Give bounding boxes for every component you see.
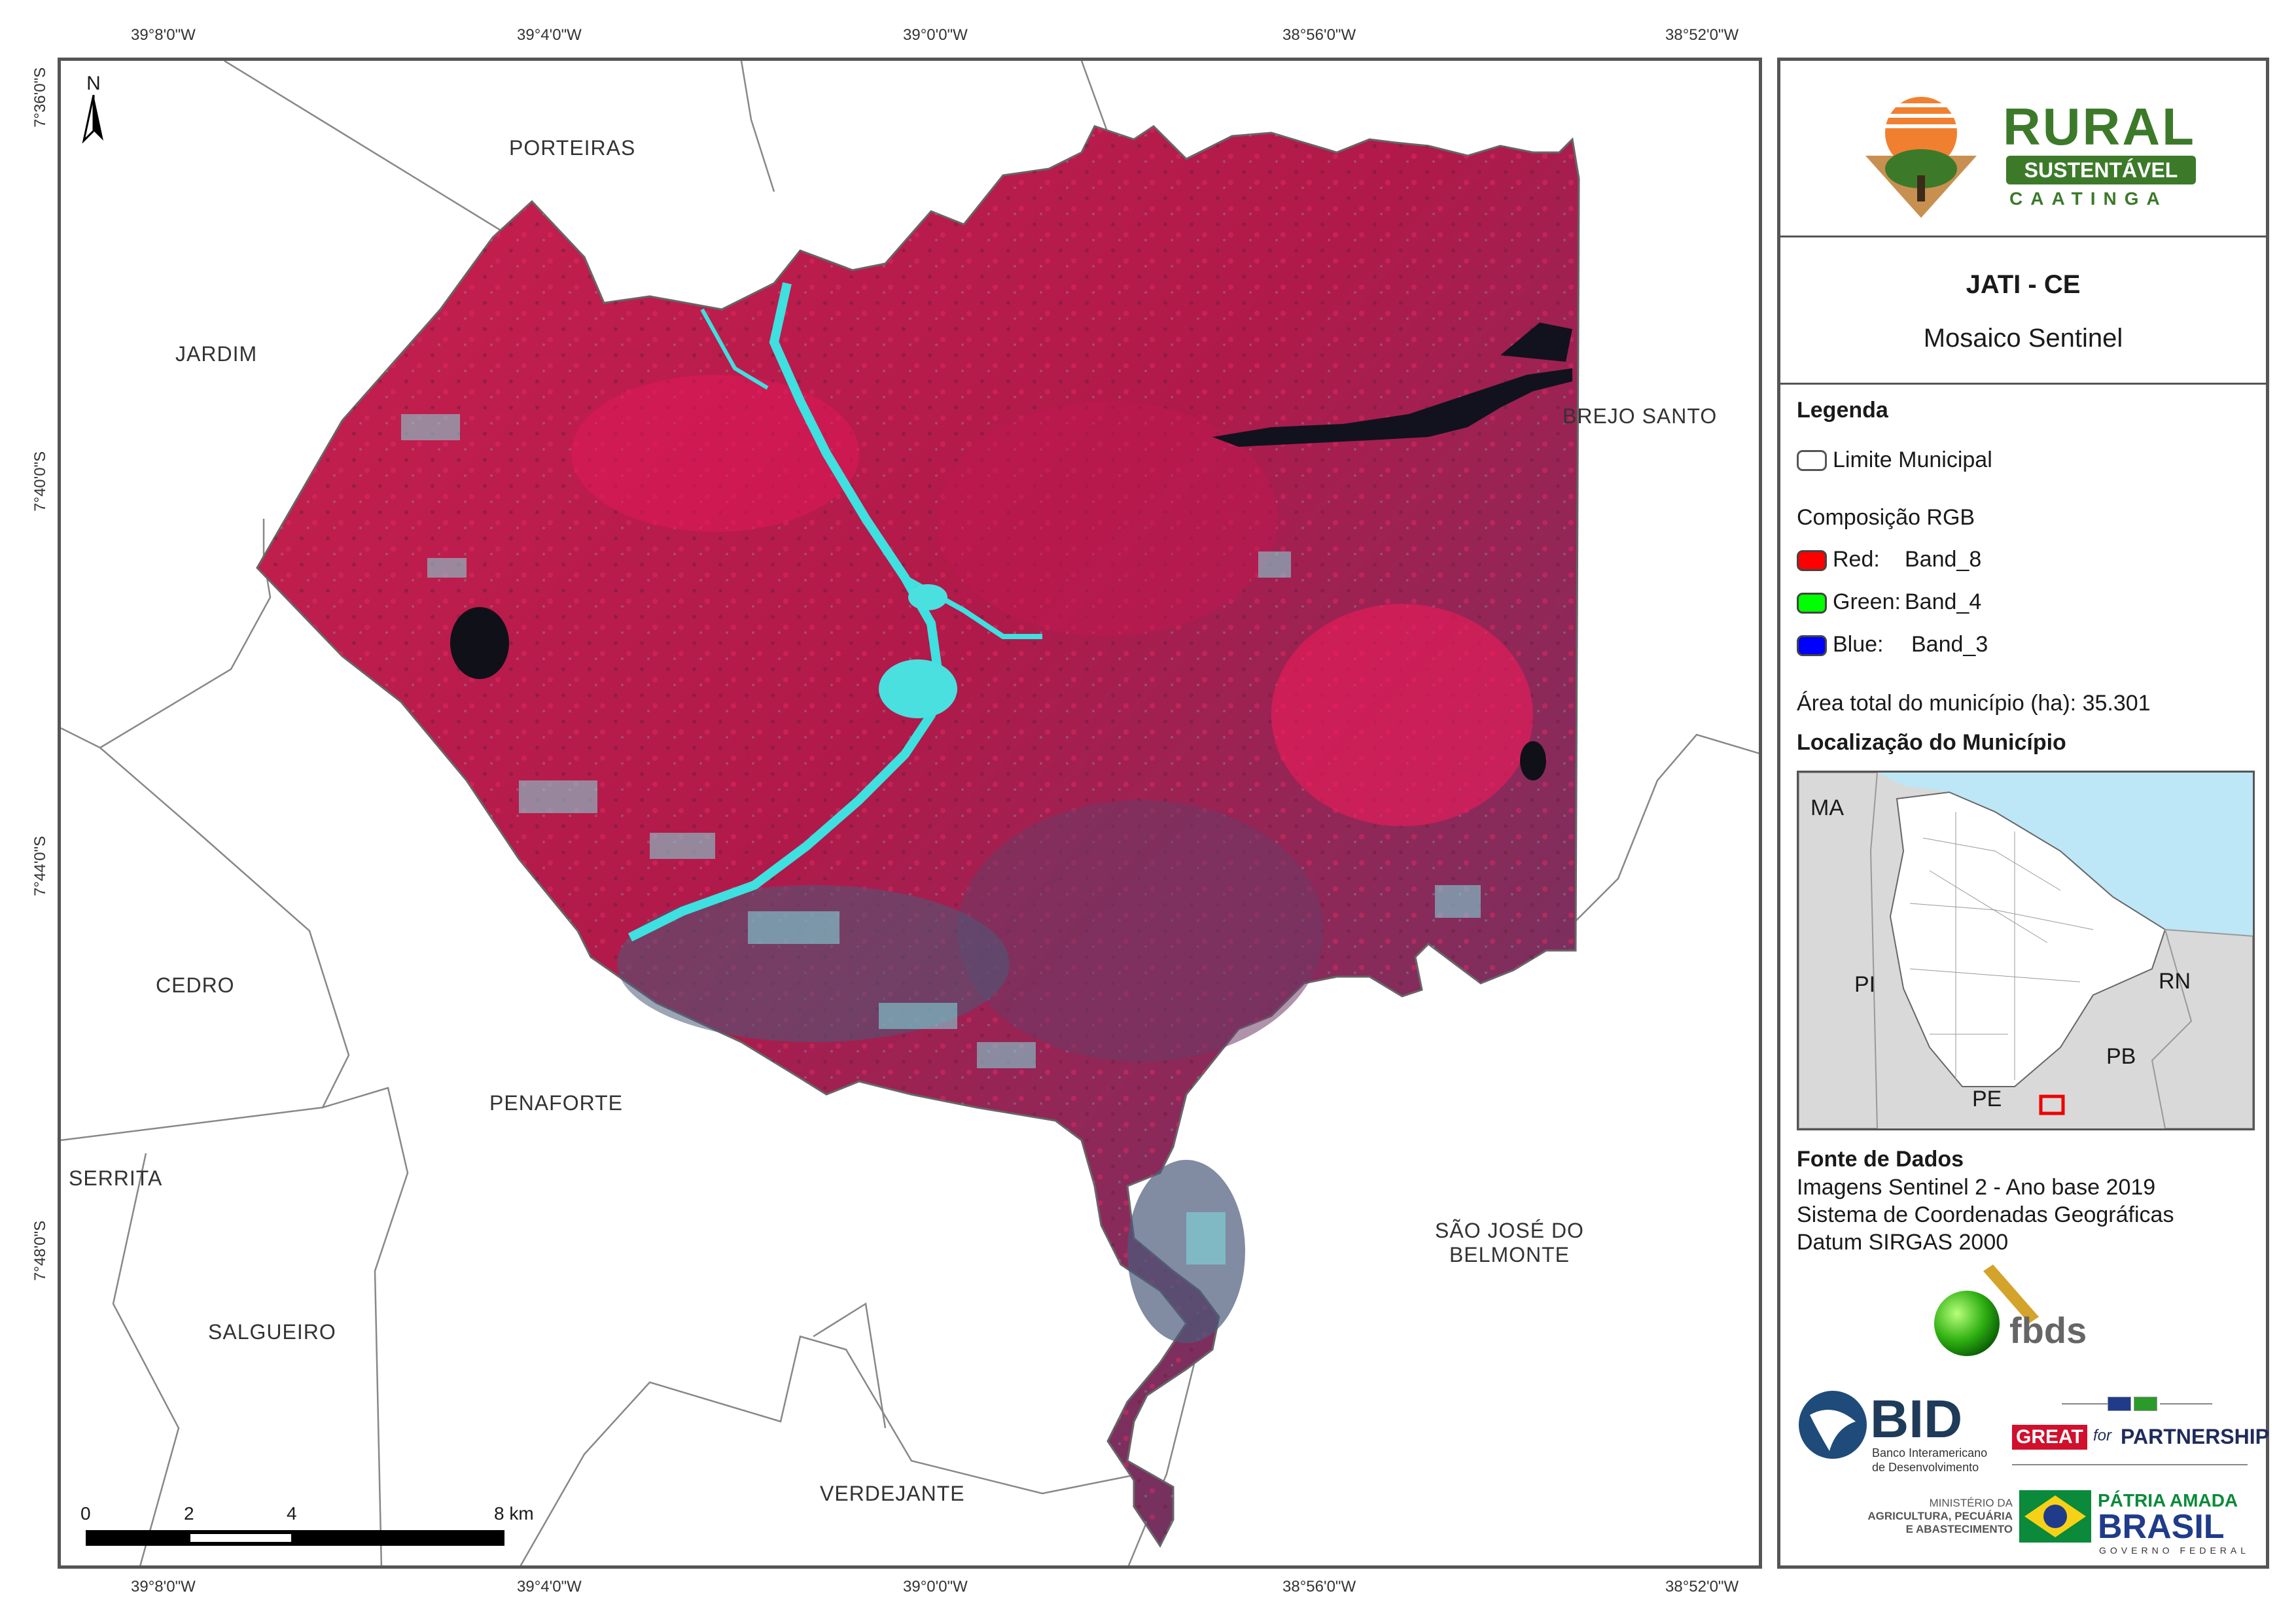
brasil-flag-icon [2019,1490,2091,1543]
ministry-logo: MINISTÉRIO DA AGRICULTURA, PECUÁRIA E AB… [1797,1497,2013,1556]
scale-label-0: 0 [80,1503,91,1524]
great-logo: GREAT for PARTNERSHIP [2009,1395,2269,1474]
bid-sub1: Banco Interamericano [1872,1446,1988,1459]
top-coord-2: 39°4'0"W [517,26,582,44]
brasil-text: BRASIL [2098,1508,2225,1546]
top-coord-3: 39°0'0"W [903,26,968,44]
bid-text: BID [1870,1389,1963,1449]
legend-red-label: Red: [1833,547,1880,572]
scale-label-8: 8 km [494,1503,534,1524]
label-sao-jose-line1: SÃO JOSÉ DO [1435,1219,1584,1242]
legend-red-band: Band_8 [1905,547,1982,572]
inset-label-pb: PB [2106,1044,2136,1069]
scale-bar [86,1530,504,1546]
map-title: JATI - CE [1966,270,2081,299]
bottom-coord-5: 38°52'0"W [1665,1578,1739,1596]
source-line3: Datum SIRGAS 2000 [1797,1230,2009,1255]
rural-logo-icon [1865,97,1977,218]
logo-title: RURAL [2003,97,2196,156]
legend-heading: Legenda [1797,398,1888,423]
ministry-line2: AGRICULTURA, PECUÁRIA [1867,1510,2013,1522]
source-line2: Sistema de Coordenadas Geográficas [1797,1202,2174,1227]
north-arrow-icon [82,94,103,144]
label-jardim: JARDIM [175,342,258,366]
bottom-coord-1: 39°8'0"W [131,1578,196,1596]
label-sao-jose-line2: BELMONTE [1449,1243,1570,1266]
top-coord-5: 38°52'0"W [1665,26,1739,44]
legend-blue-label: Blue: [1833,632,1884,657]
brasil-logo: PÁTRIA AMADA BRASIL GOVERNO FEDERAL [2019,1490,2255,1562]
label-salgueiro: SALGUEIRO [208,1320,336,1344]
logo-subtitle: SUSTENTÁVEL [2006,156,2196,184]
area-label: Área total do município (ha): 35.301 [1797,691,2151,716]
top-coord-4: 38°56'0"W [1282,26,1356,44]
left-coord-1: 7°36'0"S [31,67,49,128]
logo-section: RURAL SUSTENTÁVEL CAATINGA [1780,61,2266,237]
north-arrow: N [74,73,113,150]
source-line1: Imagens Sentinel 2 - Ano base 2019 [1797,1175,2156,1200]
left-coord-3: 7°44'0"S [31,835,49,896]
great-partnership: PARTNERSHIP [2121,1425,2269,1448]
legend-limit-swatch [1797,450,1827,471]
patria-text: PÁTRIA AMADA [2098,1490,2238,1510]
legend-blue-band: Band_3 [1911,632,1988,657]
title-section: JATI - CE Mosaico Sentinel [1780,237,2266,385]
legend-red-swatch [1797,550,1827,571]
inset-label-rn: RN [2159,969,2191,994]
ministry-line3: E ABASTECIMENTO [1905,1523,2013,1535]
rgb-heading: Composição RGB [1797,505,1975,530]
flags-icon [2108,1397,2160,1411]
legend-limit-label: Limite Municipal [1833,447,1992,472]
location-inset-canvas [1799,773,2253,1128]
legend-green-band: Band_4 [1905,589,1982,614]
label-serrita: SERRITA [69,1166,163,1190]
legend-blue-swatch [1797,635,1827,656]
fbds-text: fbds [2009,1310,2087,1351]
neighbour-boundaries [61,61,1759,1565]
great-word: GREAT [2012,1425,2087,1450]
area-label-text: Área total do município (ha): [1797,691,2077,716]
bottom-coord-3: 39°0'0"W [903,1578,968,1596]
left-coord-2: 7°40'0"S [31,451,49,512]
governo-text: GOVERNO FEDERAL [2099,1545,2250,1556]
map-frame[interactable]: N PORTEIRAS JARDIM BREJO SANTO CEDRO PEN… [58,58,1762,1569]
inset-label-ma: MA [1810,795,1844,820]
fbds-logo-icon [1934,1265,2039,1356]
scale-label-4: 4 [287,1503,297,1524]
map-subtitle: Mosaico Sentinel [1923,324,2123,353]
great-for: for [2093,1427,2112,1444]
bid-logo: BID Banco Interamericano de Desenvolvime… [1797,1389,2006,1480]
label-cedro: CEDRO [156,973,235,997]
legend-green-swatch [1797,593,1827,614]
label-brejo-santo: BREJO SANTO [1563,404,1718,428]
location-inset: MA PI RN PB PE [1797,771,2255,1130]
bid-sub2: de Desenvolvimento [1872,1461,1979,1474]
great-bottom-rule [2012,1464,2248,1465]
label-sao-jose: SÃO JOSÉ DO BELMONTE [1435,1219,1584,1267]
bottom-coord-2: 39°4'0"W [517,1578,582,1596]
inset-label-pe: PE [1972,1087,2002,1111]
label-verdejante: VERDEJANTE [820,1482,965,1505]
scale-label-2: 2 [184,1503,194,1524]
bottom-coord-4: 38°56'0"W [1282,1578,1356,1596]
legend: Legenda Limite Municipal Composição RGB … [1780,385,2269,1569]
map-canvas [61,61,1759,1565]
left-coord-4: 7°48'0"S [31,1220,49,1281]
fbds-logo: fbds [1931,1265,2101,1363]
ministry-line1: MINISTÉRIO DA [1929,1497,2013,1509]
logo-caatinga: CAATINGA [2009,188,2168,209]
legend-green-label: Green: [1833,589,1901,614]
label-porteiras: PORTEIRAS [509,136,636,160]
label-penaforte: PENAFORTE [489,1091,623,1115]
inset-label-pi: PI [1854,972,1876,997]
source-heading: Fonte de Dados [1797,1147,1964,1172]
area-value: 35.301 [2082,691,2151,716]
bid-logo-icon [1799,1391,1867,1459]
top-coord-1: 39°8'0"W [131,26,196,44]
side-panel: RURAL SUSTENTÁVEL CAATINGA JATI - CE Mos… [1777,58,2269,1569]
jati-mosaic [256,125,1580,1548]
north-label: N [86,73,101,94]
location-heading: Localização do Município [1797,730,2066,755]
